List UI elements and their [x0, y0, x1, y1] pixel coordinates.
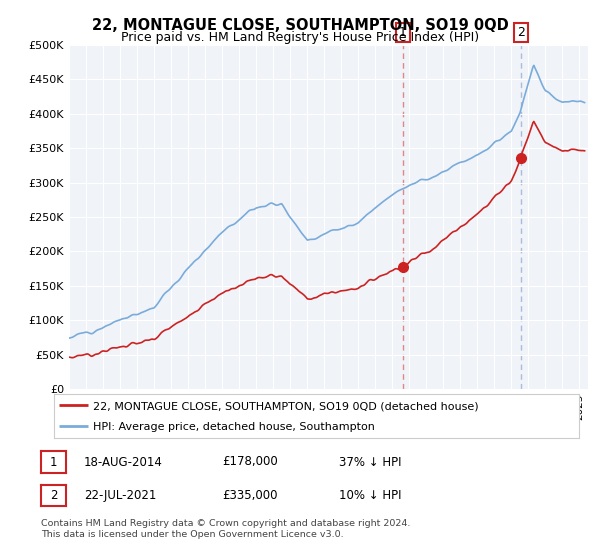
- Text: £335,000: £335,000: [222, 489, 277, 502]
- Text: 10% ↓ HPI: 10% ↓ HPI: [339, 489, 401, 502]
- Text: 22-JUL-2021: 22-JUL-2021: [84, 489, 157, 502]
- Text: 1: 1: [399, 26, 407, 39]
- Text: Contains HM Land Registry data © Crown copyright and database right 2024.
This d: Contains HM Land Registry data © Crown c…: [41, 520, 410, 539]
- Text: HPI: Average price, detached house, Southampton: HPI: Average price, detached house, Sout…: [94, 422, 375, 432]
- Text: £178,000: £178,000: [222, 455, 278, 469]
- Text: 1: 1: [50, 455, 57, 469]
- Text: 2: 2: [50, 489, 57, 502]
- Text: Price paid vs. HM Land Registry's House Price Index (HPI): Price paid vs. HM Land Registry's House …: [121, 31, 479, 44]
- Text: 2: 2: [517, 26, 525, 39]
- Text: 18-AUG-2014: 18-AUG-2014: [84, 455, 163, 469]
- Text: 37% ↓ HPI: 37% ↓ HPI: [339, 455, 401, 469]
- Text: 22, MONTAGUE CLOSE, SOUTHAMPTON, SO19 0QD: 22, MONTAGUE CLOSE, SOUTHAMPTON, SO19 0Q…: [92, 18, 508, 33]
- Text: 22, MONTAGUE CLOSE, SOUTHAMPTON, SO19 0QD (detached house): 22, MONTAGUE CLOSE, SOUTHAMPTON, SO19 0Q…: [94, 402, 479, 412]
